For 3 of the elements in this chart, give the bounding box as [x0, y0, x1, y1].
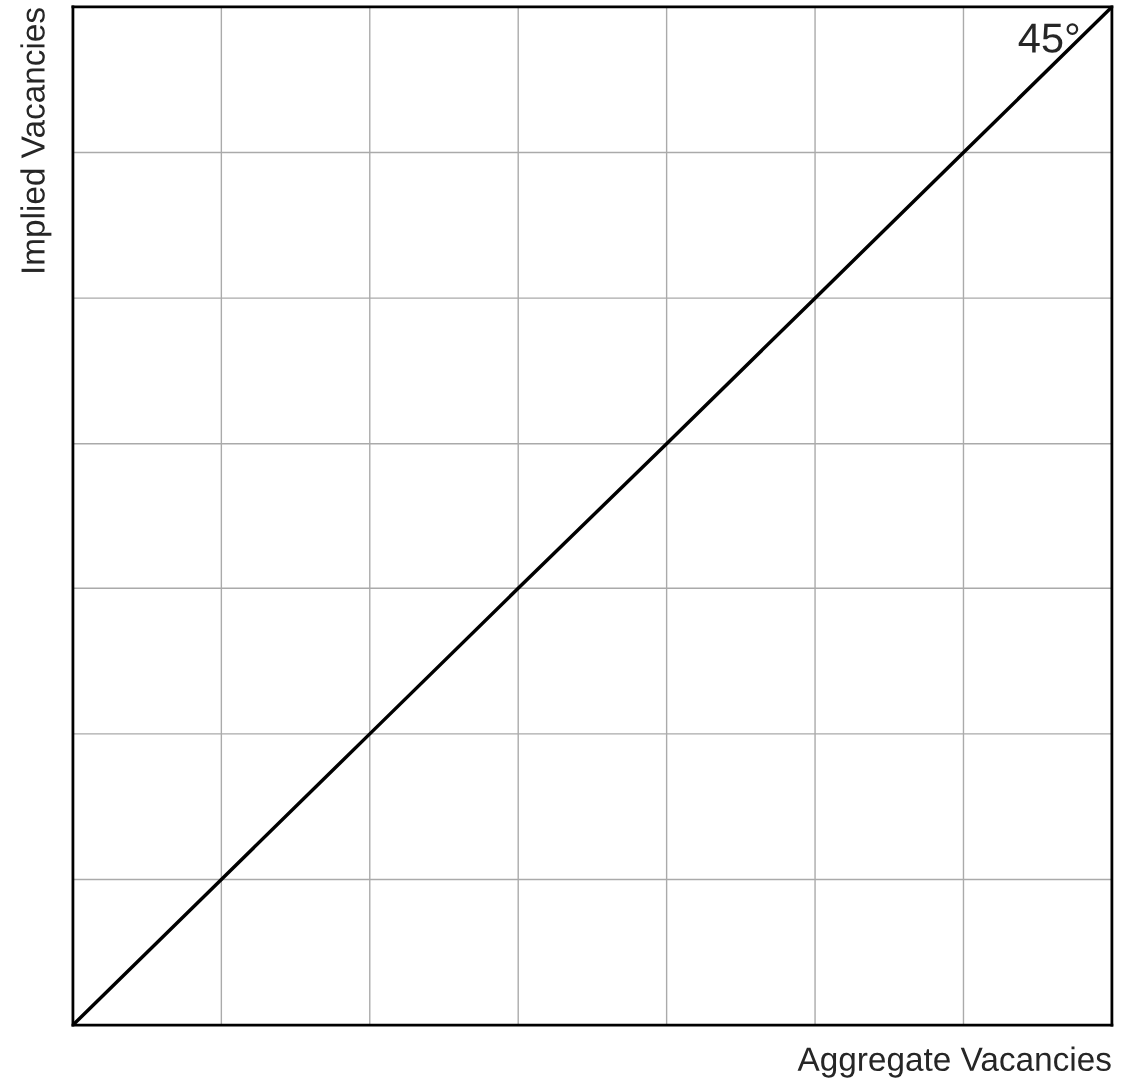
y-axis-title: Implied Vacancies [20, 8, 52, 272]
annotation: 45° [1018, 23, 1079, 53]
x-axis-title: Aggregate Vacancies [797, 1046, 1111, 1078]
